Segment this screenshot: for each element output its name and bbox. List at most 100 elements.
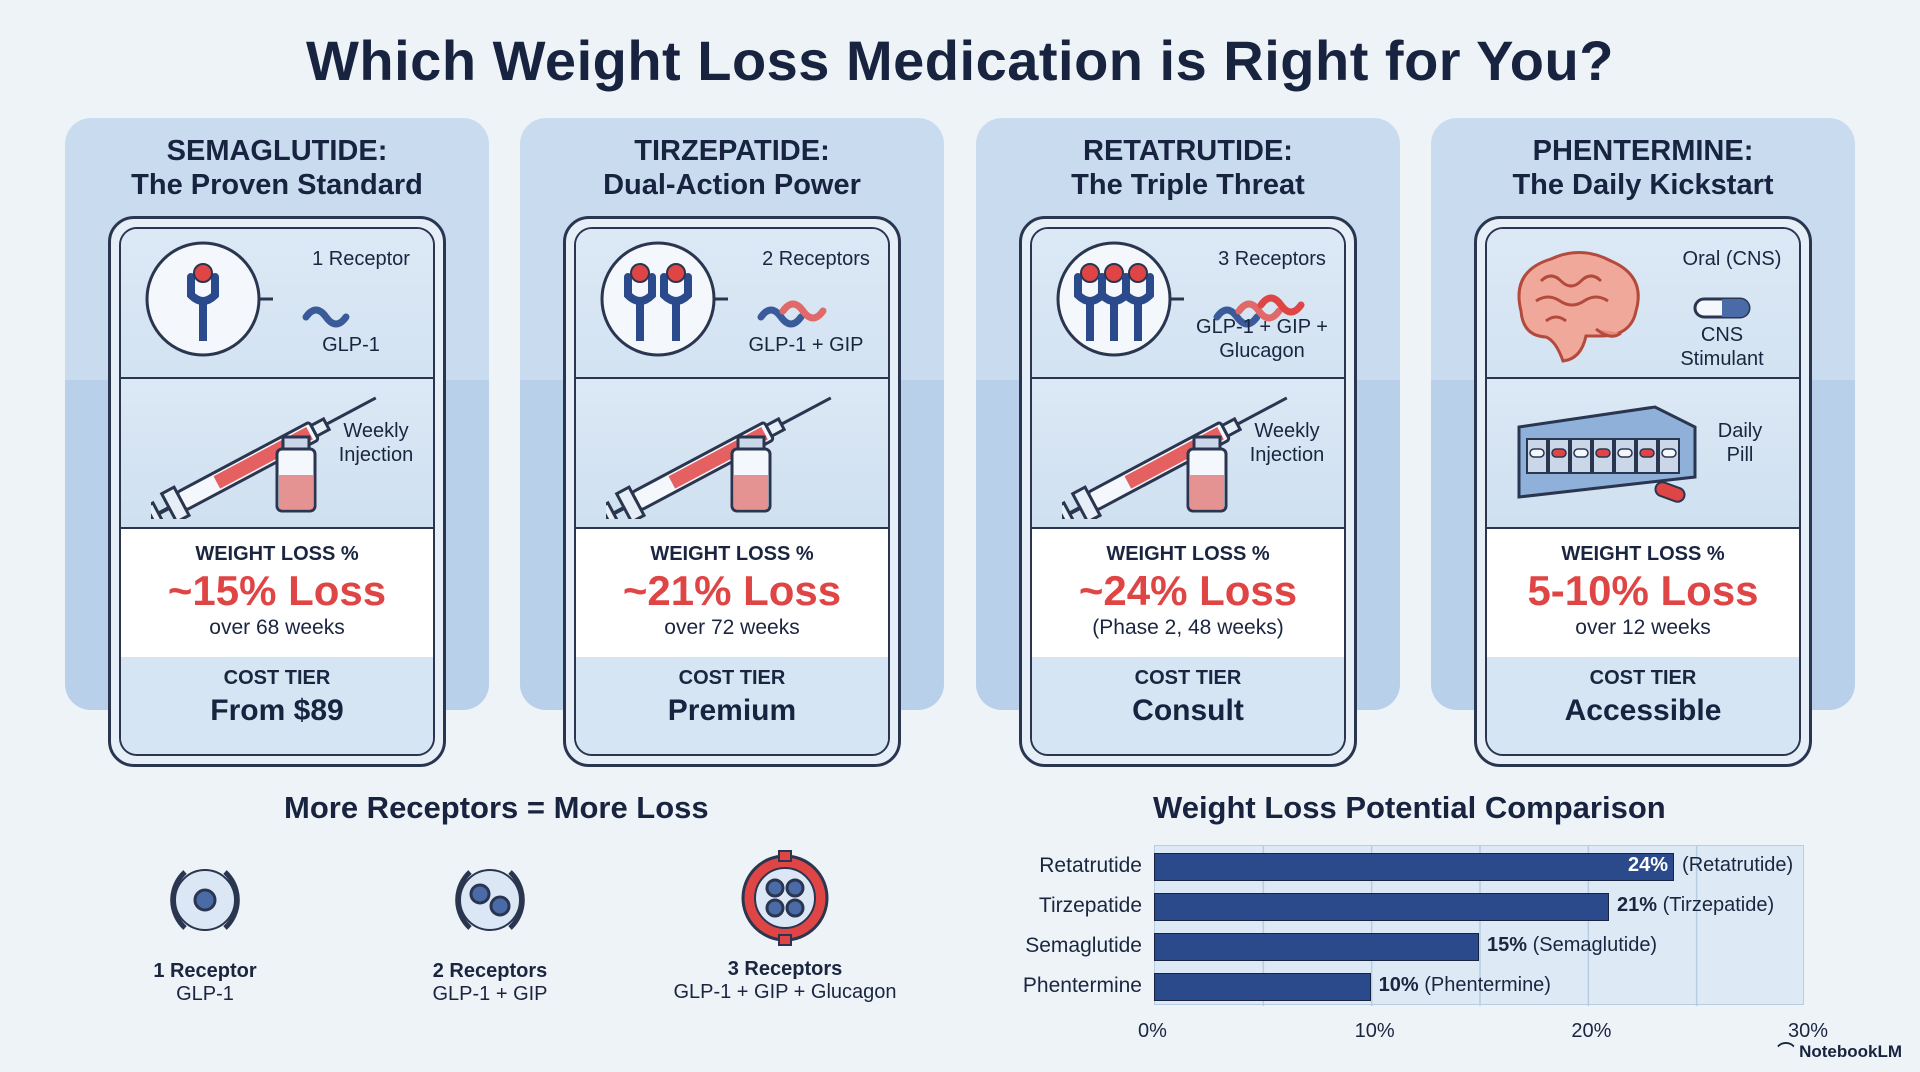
chart-annotation: (Retatrutide)	[1682, 854, 1794, 876]
cost-tier-label: COST TIER	[1134, 667, 1242, 689]
middle-shelf: Weekly Injection	[121, 379, 433, 529]
notebook-icon: ⌒	[1777, 1042, 1795, 1061]
chart-data-label: 24% (Retatrutide)	[1628, 854, 1831, 877]
chart-bar	[1154, 893, 1609, 921]
medication-card: SEMAGLUTIDE: The Proven Standard 1 Recepto…	[65, 118, 489, 767]
chart-tick-label: 30%	[1788, 1020, 1829, 1042]
card-drug-name: SEMAGLUTIDE:	[166, 135, 388, 167]
cabinet-inner: Oral (CNS) CNS Stimulant Daily Pill WEIGHT …	[1485, 227, 1801, 756]
receptor-illustration-icon	[145, 241, 273, 357]
chart-bar	[1154, 853, 1674, 881]
middle-shelf: Weekly Injection	[1032, 379, 1344, 529]
receptor-target-label: GLP-1 + GIP + Glucagon	[1196, 316, 1328, 362]
cost-tier-label: COST TIER	[223, 667, 331, 689]
brain-icon	[1517, 250, 1640, 363]
top-shelf: Oral (CNS) CNS Stimulant	[1487, 229, 1799, 379]
card-tagline: The Daily Kickstart	[1512, 169, 1774, 201]
weight-loss-value: ~24% Loss	[1078, 567, 1298, 614]
chart-category-label: Semaglutide	[1025, 934, 1142, 957]
weight-loss-label: WEIGHT LOSS %	[195, 543, 359, 565]
receptor-item-name: 2 Receptors	[432, 960, 548, 982]
chart-value-label: 15%	[1487, 934, 1528, 956]
receptor-item-2: 2 Receptors GLP-1 + GIP	[360, 850, 620, 1006]
receptor-item-name: 3 Receptors	[727, 958, 843, 980]
weight-loss-value: ~21% Loss	[622, 567, 842, 614]
weight-loss-duration: over 68 weeks	[209, 616, 345, 639]
receptor-item-sub: GLP-1 + GIP + Glucagon	[673, 981, 897, 1003]
one-receptor-icon	[170, 869, 240, 931]
page-title: Which Weight Loss Medication is Right fo…	[306, 29, 1614, 92]
cost-tier-value: Premium	[667, 694, 797, 727]
cabinet-inner: 1 Receptor GLP-1 Weekly Injection WEIGHT LO…	[119, 227, 435, 756]
receptor-count-label: 1 Receptor	[312, 248, 410, 270]
delivery-label: Weekly Injection	[1249, 420, 1325, 466]
top-shelf: 2 Receptors GLP-1 + GIP	[576, 229, 888, 379]
cost-tier-value: Consult	[1132, 694, 1244, 727]
weight-loss-panel: WEIGHT LOSS % ~21% Loss over 72 weeks	[576, 529, 888, 657]
chart-value-label: 10%	[1378, 974, 1419, 996]
cost-panel: COST TIER Consult	[1032, 657, 1344, 754]
receptor-count-label: 2 Receptors	[762, 248, 870, 270]
card-title: PHENTERMINE: The Daily Kickstart	[1431, 134, 1855, 202]
card-drug-name: RETATRUTIDE:	[1083, 135, 1293, 167]
delivery-label: Daily Pill	[1717, 420, 1763, 466]
weight-loss-panel: WEIGHT LOSS % ~24% Loss (Phase 2, 48 weeks…	[1032, 529, 1344, 657]
chart-data-label: 15% (Semaglutide)	[1487, 934, 1657, 957]
brand-logo: ⌒ NotebookLM	[1777, 1037, 1902, 1062]
brand-label: NotebookLM	[1799, 1042, 1902, 1061]
chart-category-label: Retatrutide	[1039, 854, 1142, 877]
cost-panel: COST TIER From $89	[121, 657, 433, 754]
card-tagline: The Proven Standard	[131, 169, 423, 201]
cost-panel: COST TIER Accessible	[1487, 657, 1799, 754]
chart-data-label: 10% (Phentermine)	[1379, 974, 1551, 997]
chart-value-label: 24%	[1628, 854, 1669, 876]
chart-value-label: 21%	[1617, 894, 1658, 916]
receptor-item-name: 1 Receptor	[153, 960, 257, 982]
receptor-item-sub: GLP-1	[176, 983, 234, 1005]
weight-loss-panel: WEIGHT LOSS % 5-10% Loss over 12 weeks	[1487, 529, 1799, 657]
card-drug-name: TIRZEPATIDE:	[634, 135, 830, 167]
top-shelf: 3 Receptors GLP-1 + GIP + Glucagon	[1032, 229, 1344, 379]
weight-loss-duration: over 12 weeks	[1575, 616, 1711, 639]
two-receptors-icon	[455, 869, 525, 931]
cabinet: 3 Receptors GLP-1 + GIP + Glucagon Weekly …	[1019, 216, 1357, 767]
card-drug-name: PHENTERMINE:	[1532, 135, 1754, 167]
receptor-item-1: 1 Receptor GLP-1	[75, 850, 335, 1006]
receptor-target-label: CNS Stimulant	[1680, 324, 1764, 370]
card-title: RETATRUTIDE: The Triple Threat	[976, 134, 1400, 202]
cost-tier-label: COST TIER	[1589, 667, 1697, 689]
delivery-label: Weekly Injection	[338, 420, 414, 466]
cabinet-inner: 2 Receptors GLP-1 + GIP WEIGHT LOSS % ~21% …	[574, 227, 890, 756]
cost-panel: COST TIER Premium	[576, 657, 888, 754]
weight-loss-duration: (Phase 2, 48 weeks)	[1092, 616, 1284, 639]
cost-tier-label: COST TIER	[678, 667, 786, 689]
chart-annotation: (Phentermine)	[1424, 974, 1551, 996]
cabinet: 2 Receptors GLP-1 + GIP WEIGHT LOSS % ~21% …	[563, 216, 901, 767]
medication-card: TIRZEPATIDE: Dual-Action Power 2 Receptors…	[520, 118, 944, 767]
three-receptors-icon	[741, 850, 829, 946]
chart-data-label: 21% (Tirzepatide)	[1617, 894, 1774, 917]
cabinet: Oral (CNS) CNS Stimulant Daily Pill WEIGHT …	[1474, 216, 1812, 767]
cost-tier-value: From $89	[210, 694, 344, 727]
chart-bar	[1154, 973, 1371, 1001]
weight-loss-duration: over 72 weeks	[664, 616, 800, 639]
cabinet-inner: 3 Receptors GLP-1 + GIP + Glucagon Weekly …	[1030, 227, 1346, 756]
weight-loss-value: ~15% Loss	[167, 567, 387, 614]
weight-loss-label: WEIGHT LOSS %	[1561, 543, 1725, 565]
syringe-vial-icon	[606, 396, 832, 519]
receptor-item-sub: GLP-1 + GIP	[432, 983, 548, 1005]
middle-shelf: Daily Pill	[1487, 379, 1799, 529]
weight-loss-label: WEIGHT LOSS %	[1106, 543, 1270, 565]
chart-tick-label: 20%	[1571, 1020, 1612, 1042]
peptide-icon	[1213, 294, 1305, 328]
chart-tick-label: 10%	[1354, 1020, 1395, 1042]
medication-card: RETATRUTIDE: The Triple Threat 3 Receptors…	[976, 118, 1400, 767]
cabinet: 1 Receptor GLP-1 Weekly Injection WEIGHT LO…	[108, 216, 446, 767]
pill-organizer-icon	[1517, 405, 1697, 503]
receptor-target-label: GLP-1	[322, 334, 380, 356]
peptide-icon	[757, 300, 827, 328]
receptor-count-label: Oral (CNS)	[1682, 248, 1782, 270]
receptors-section-title: More Receptors = More Loss	[284, 790, 709, 825]
card-tagline: The Triple Threat	[1071, 169, 1305, 201]
card-title: SEMAGLUTIDE: The Proven Standard	[65, 134, 489, 202]
